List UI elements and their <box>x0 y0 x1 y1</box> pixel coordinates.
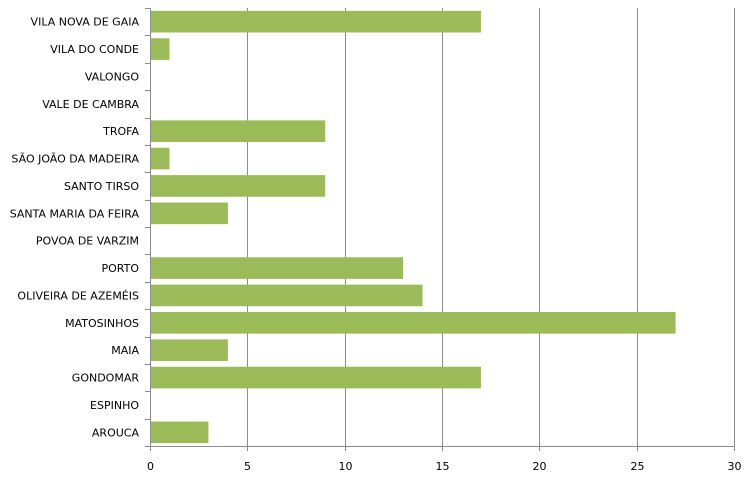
x-tick-label: 25 <box>631 460 645 473</box>
category-labels: VILA NOVA DE GAIA VILA DO CONDE VALONGO VAL… <box>10 16 140 440</box>
category-label: PORTO <box>101 262 139 275</box>
category-label: VILA DO CONDE <box>50 43 139 56</box>
bars <box>151 10 676 444</box>
category-label: SANTA MARIA DA FEIRA <box>10 207 140 220</box>
x-tick-label: 10 <box>339 460 353 473</box>
bar-vila-nova-de-gaia <box>151 10 481 33</box>
category-label: GONDOMAR <box>72 372 140 385</box>
category-label: OLIVEIRA DE AZEMÉIS <box>17 289 139 302</box>
category-label: MATOSINHOS <box>65 317 139 330</box>
bar-santo-tirso <box>151 175 326 197</box>
category-label: VALE DE CAMBRA <box>42 98 139 111</box>
bar-porto <box>151 257 404 279</box>
x-tick-label: 30 <box>728 460 742 473</box>
x-tick-label: 5 <box>244 460 251 473</box>
category-label: MAIA <box>111 344 139 357</box>
bar-oliveira-de-azem-is <box>151 284 423 307</box>
bar-trofa <box>151 120 326 143</box>
category-label: TROFA <box>102 125 139 138</box>
bar-s-o-jo-o-da-madeira <box>151 147 170 170</box>
category-label: VILA NOVA DE GAIA <box>31 16 140 29</box>
bar-arouca <box>151 421 209 444</box>
x-tick-label: 20 <box>533 460 547 473</box>
category-label: ESPINHO <box>90 399 139 412</box>
category-label: AROUCA <box>92 426 140 439</box>
x-tick-labels: 0 5 10 15 20 25 30 <box>147 460 742 473</box>
category-label: POVOA DE VARZIM <box>36 235 139 248</box>
x-tick-label: 0 <box>147 460 154 473</box>
category-label: SÃO JOÃO DA MADEIRA <box>11 153 139 166</box>
category-label: SANTO TIRSO <box>64 180 139 193</box>
bar-maia <box>151 339 228 362</box>
bar-santa-maria-da-feira <box>151 202 228 225</box>
axes <box>145 8 735 451</box>
bar-vila-do-conde <box>151 38 170 60</box>
x-tick-label: 15 <box>436 460 450 473</box>
bar-gondomar <box>151 366 481 389</box>
bar-matosinhos <box>151 311 676 334</box>
category-label: VALONGO <box>85 70 139 83</box>
